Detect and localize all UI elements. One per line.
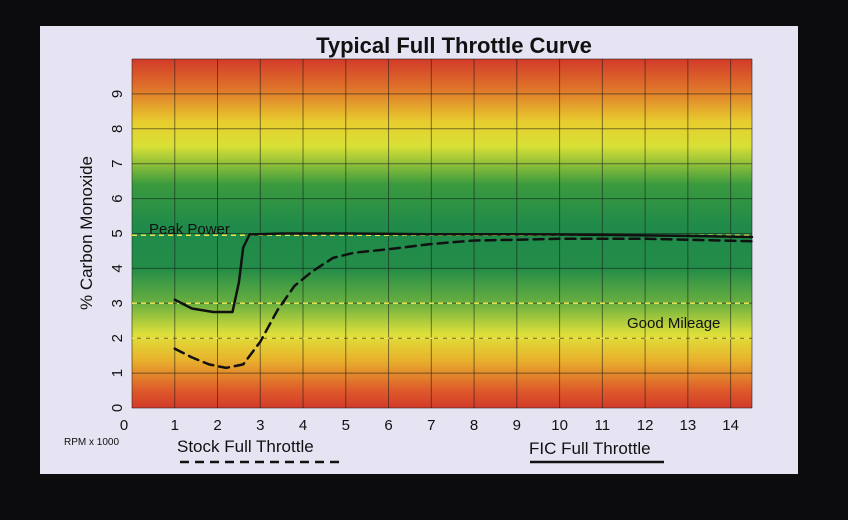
x-tick-label: 5 (342, 417, 350, 434)
x-tick-label: 8 (470, 417, 478, 434)
y-tick-label: 8 (109, 125, 126, 133)
y-tick-label: 7 (109, 160, 126, 168)
chart-title: Typical Full Throttle Curve (316, 33, 592, 58)
y-tick-label: 2 (109, 334, 126, 342)
x-tick-label: 3 (256, 417, 264, 434)
annotation-good-mileage: Good Mileage (627, 315, 720, 332)
annotation-peak-power: Peak Power (149, 221, 230, 238)
x-tick-label: 1 (171, 417, 179, 434)
y-tick-label: 6 (109, 194, 126, 202)
x-tick-labels: 0 1 2 3 4 5 6 7 8 9 10 11 12 13 14 (120, 417, 739, 434)
series-line-stock (173, 237, 754, 370)
x-tick-label: 0 (120, 417, 128, 434)
legend-label-fic: FIC Full Throttle (529, 439, 651, 458)
x-tick-label: 2 (213, 417, 221, 434)
legend-label-stock: Stock Full Throttle (177, 437, 314, 456)
x-tick-label: 6 (384, 417, 392, 434)
y-tick-label: 3 (109, 299, 126, 307)
series-lines (173, 232, 754, 370)
y-tick-labels: 0 1 2 3 4 5 6 7 8 9 (109, 90, 126, 412)
x-tick-label: 9 (513, 417, 521, 434)
y-tick-label: 9 (109, 90, 126, 98)
x-tick-label: 11 (595, 417, 611, 434)
x-tick-label: 12 (637, 417, 654, 434)
y-tick-label: 5 (109, 229, 126, 237)
series-line-fic (173, 232, 754, 314)
y-axis-label: % Carbon Monoxide (77, 156, 96, 310)
y-tick-label: 4 (109, 264, 126, 272)
y-tick-label: 0 (109, 404, 126, 412)
x-tick-label: 14 (722, 417, 739, 434)
x-tick-label: 13 (680, 417, 697, 434)
x-tick-label: 4 (299, 417, 307, 434)
x-tick-label: 10 (551, 417, 568, 434)
x-tick-label: 7 (427, 417, 435, 434)
y-tick-label: 1 (109, 369, 126, 377)
x-axis-label: RPM x 1000 (64, 437, 119, 448)
